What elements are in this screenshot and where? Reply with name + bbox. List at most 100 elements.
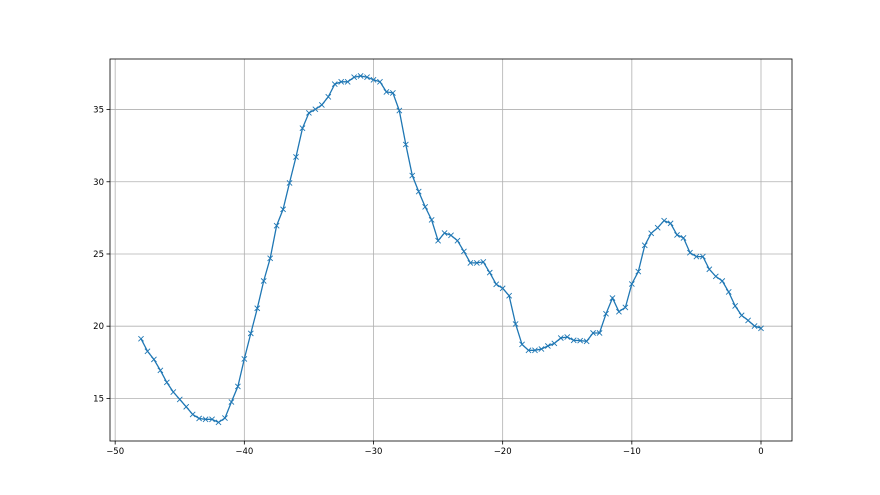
data-point-marker [150, 356, 157, 363]
data-point-marker [448, 232, 454, 239]
data-point-marker [396, 107, 403, 114]
data-point-marker [557, 335, 564, 341]
data-point-marker [428, 216, 435, 223]
data-point-marker [357, 72, 364, 79]
data-point-marker [551, 340, 558, 347]
data-point-marker [305, 109, 312, 116]
data-point-marker [370, 76, 377, 83]
data-point-marker [196, 415, 203, 422]
data-point-marker [299, 125, 306, 132]
data-point-marker [312, 106, 319, 113]
data-point-marker [138, 335, 144, 342]
x-tick-label: −20 [494, 447, 512, 457]
data-point-marker [493, 281, 500, 288]
data-point-marker [273, 222, 280, 229]
data-point-marker [176, 396, 183, 403]
data-point-marker [202, 416, 209, 423]
y-tick-label: 30 [93, 178, 104, 188]
data-point-marker [215, 419, 222, 426]
x-tick-label: −30 [365, 447, 383, 457]
data-point-marker [293, 154, 299, 160]
data-point-marker [680, 235, 687, 241]
data-point-marker [377, 78, 383, 85]
data-point-marker [732, 303, 739, 309]
data-point-marker [506, 292, 513, 299]
data-point-marker [247, 330, 254, 337]
data-point-marker [383, 89, 390, 95]
y-tick-label: 25 [93, 250, 104, 260]
data-point-marker [667, 220, 674, 227]
data-point-marker [603, 310, 609, 317]
data-point-marker [661, 217, 668, 224]
y-tick-label: 20 [93, 322, 104, 332]
data-point-marker [467, 260, 474, 266]
data-point-marker [338, 78, 345, 85]
plot-frame [109, 58, 793, 442]
data-point-marker [222, 415, 228, 421]
data-point-marker [486, 269, 493, 276]
data-point-marker [286, 179, 293, 186]
data-point-marker [725, 289, 732, 295]
data-point-marker [409, 172, 416, 179]
data-point-marker [512, 321, 519, 327]
data-point-marker [499, 285, 506, 292]
x-axis: −50 −40 −30 −20 −10 0 [106, 441, 764, 457]
data-point-marker [544, 343, 551, 349]
data-point-marker [654, 224, 661, 231]
data-point-marker [738, 312, 745, 319]
data-point-marker [525, 347, 532, 354]
data-point-marker [745, 317, 752, 324]
series-line [140, 75, 762, 424]
data-point-marker [758, 325, 764, 332]
y-axis: 15 20 25 30 35 [93, 106, 110, 404]
grid [110, 59, 792, 441]
x-tick-label: 0 [758, 447, 763, 457]
data-point-marker [351, 74, 358, 81]
data-point-marker [628, 281, 635, 287]
data-point-marker [674, 231, 680, 238]
data-point-marker [641, 242, 648, 249]
data-point-marker [170, 389, 177, 395]
data-point-marker [415, 188, 422, 195]
data-point-marker [228, 399, 235, 405]
data-point-marker [596, 330, 603, 336]
data-point-marker [590, 330, 597, 336]
data-point-marker [622, 304, 629, 311]
data-point-marker [577, 337, 584, 344]
data-point-marker [687, 249, 693, 256]
data-point-marker [209, 416, 215, 423]
data-point-marker [234, 383, 241, 390]
data-point-marker [712, 273, 719, 280]
data-point-marker [402, 141, 409, 148]
data-point-marker [538, 346, 545, 352]
data-point-marker [422, 203, 429, 210]
data-point-marker [583, 338, 590, 345]
data-point-marker [280, 206, 287, 213]
data-point-marker [648, 230, 655, 237]
data-point-marker [706, 266, 713, 273]
data-point-marker [144, 348, 151, 355]
data-point-marker [693, 253, 700, 260]
x-tick-label: −40 [235, 447, 253, 457]
data-point-marker [331, 81, 338, 88]
data-point-marker [615, 308, 622, 315]
data-point-marker [454, 237, 461, 244]
data-point-marker [344, 78, 351, 85]
data-point-marker [751, 323, 758, 329]
data-point-marker [564, 334, 571, 340]
data-point-marker [189, 411, 196, 418]
x-tick-label: −10 [623, 447, 641, 457]
data-point-marker [473, 260, 480, 266]
data-point-marker [267, 255, 274, 262]
y-tick-label: 35 [93, 106, 104, 116]
data-point-marker [183, 403, 190, 410]
data-point-marker [325, 93, 332, 100]
series-markers [138, 72, 764, 426]
data-point-marker [699, 253, 706, 260]
data-point-marker [519, 341, 525, 348]
data-point-marker [609, 295, 616, 301]
data-point-marker [389, 90, 396, 96]
data-point-marker [241, 356, 248, 362]
data-point-marker [460, 248, 467, 255]
